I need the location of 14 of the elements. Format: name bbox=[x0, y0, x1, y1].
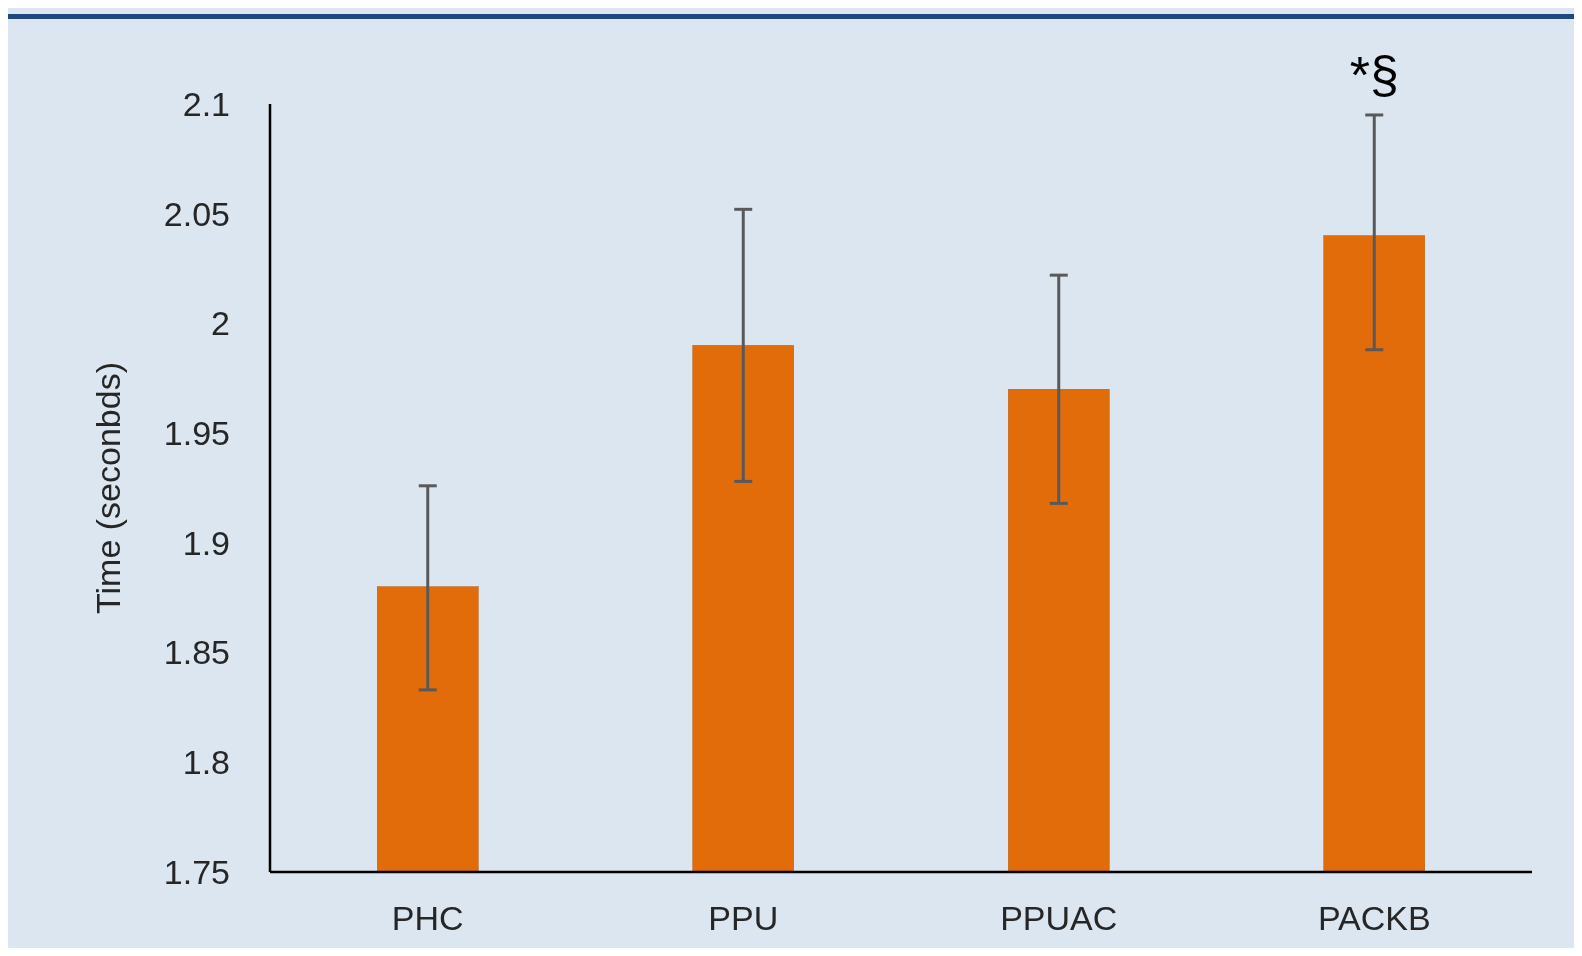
y-tick-label: 1.85 bbox=[163, 633, 230, 672]
y-tick-label: 2 bbox=[211, 304, 230, 343]
y-tick-label: 1.8 bbox=[182, 743, 230, 782]
y-tick-label: 2.1 bbox=[182, 84, 230, 123]
y-tick-label: 1.75 bbox=[163, 852, 230, 891]
y-tick-label: 1.9 bbox=[182, 523, 230, 562]
x-tick-label: PPUAC bbox=[1000, 899, 1118, 937]
y-axis-title: Time (seconbds) bbox=[89, 362, 127, 614]
y-tick-label: 2.05 bbox=[163, 194, 230, 233]
x-tick-label: PACKB bbox=[1317, 899, 1431, 937]
annotation: *§ bbox=[1349, 45, 1399, 104]
x-tick-label: PHC bbox=[391, 899, 464, 937]
x-tick-label: PPU bbox=[708, 899, 779, 937]
y-tick-label: 1.95 bbox=[163, 414, 230, 453]
